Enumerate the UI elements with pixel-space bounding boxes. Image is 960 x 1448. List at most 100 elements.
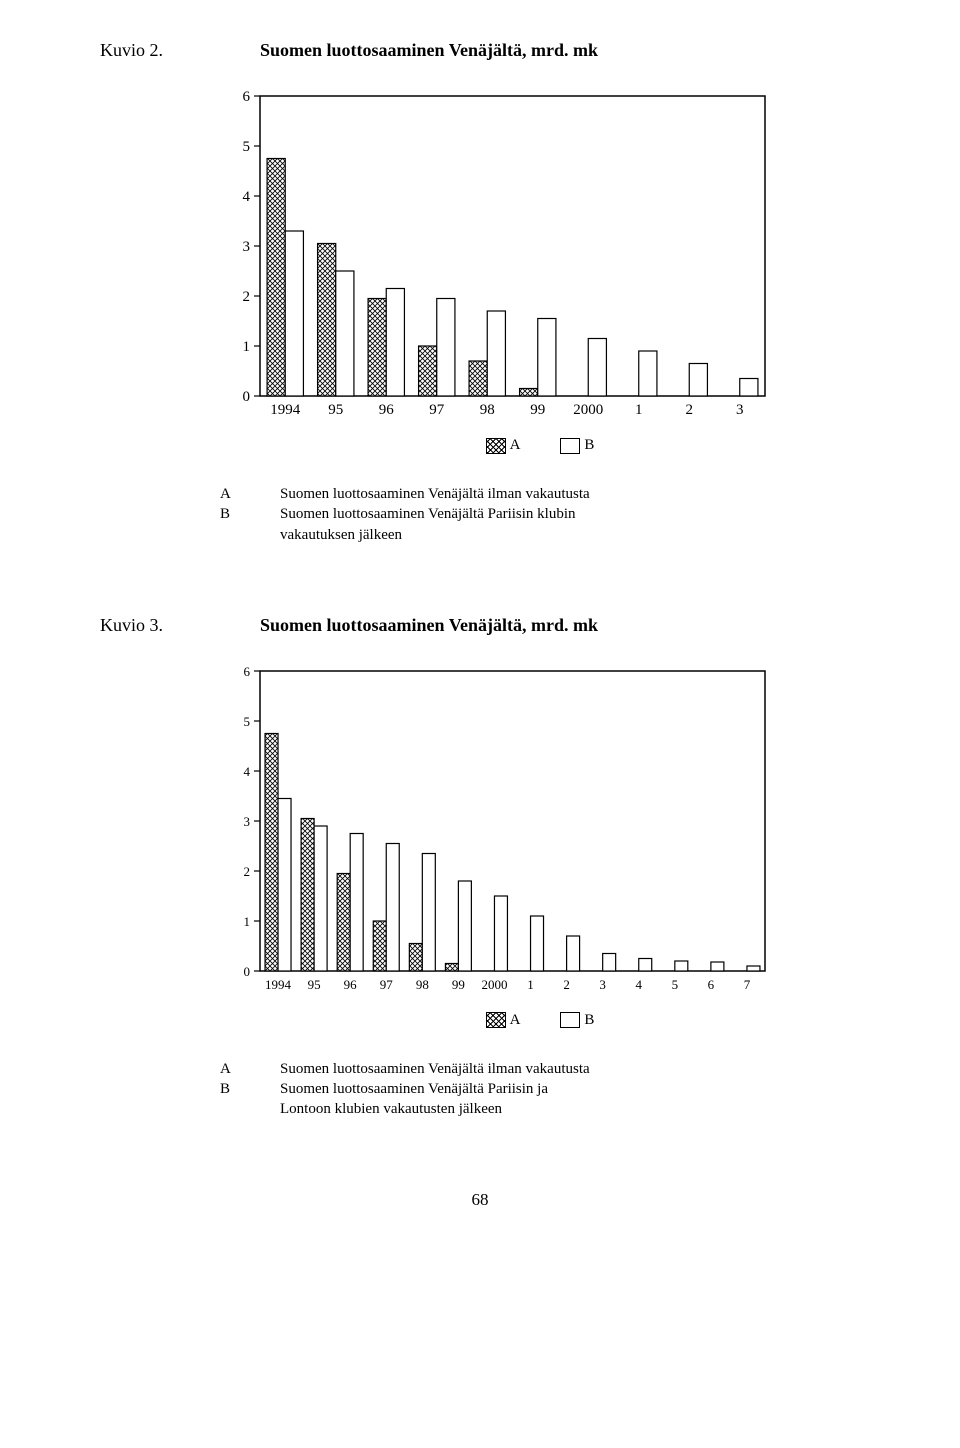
bar-series-a	[318, 244, 336, 397]
figure-3-chart-wrap: 01234561994959697989920001234567 A B	[220, 661, 860, 1029]
swatch-a	[486, 1012, 506, 1028]
figure-3-chart: 01234561994959697989920001234567	[220, 661, 860, 1006]
chart-svg: 0123456199495969798992000123	[220, 86, 780, 426]
caption-letter-a: A	[220, 1059, 240, 1079]
figure-3-title: Suomen luottosaaminen Venäjältä, mrd. mk	[260, 615, 598, 636]
caption-row-a: A Suomen luottosaaminen Venäjältä ilman …	[220, 1059, 860, 1079]
svg-text:1: 1	[244, 914, 251, 929]
bar-series-b	[675, 961, 688, 971]
legend-key-b: B	[560, 437, 594, 454]
figure-2-header: Kuvio 2. Suomen luottosaaminen Venäjältä…	[100, 40, 860, 61]
swatch-b	[560, 1012, 580, 1028]
caption-text-a: Suomen luottosaaminen Venäjältä ilman va…	[280, 1059, 590, 1079]
bar-series-b	[314, 826, 327, 971]
caption-text-a: Suomen luottosaaminen Venäjältä ilman va…	[280, 484, 590, 504]
svg-text:2: 2	[563, 977, 570, 992]
caption-row-b: B Suomen luottosaaminen Venäjältä Pariis…	[220, 504, 860, 545]
bar-series-a	[419, 346, 437, 396]
svg-text:5: 5	[243, 139, 251, 155]
legend-key-a: A	[486, 1012, 521, 1029]
svg-text:2: 2	[244, 864, 251, 879]
figure-2-label: Kuvio 2.	[100, 40, 190, 61]
svg-text:95: 95	[308, 977, 321, 992]
bar-series-a	[368, 299, 386, 397]
figure-2-title: Suomen luottosaaminen Venäjältä, mrd. mk	[260, 40, 598, 61]
svg-text:98: 98	[416, 977, 429, 992]
bar-series-a	[373, 921, 386, 971]
svg-text:1994: 1994	[265, 977, 292, 992]
figure-3-block: Kuvio 3. Suomen luottosaaminen Venäjältä…	[100, 615, 860, 1120]
legend-key-a: A	[486, 437, 521, 454]
page-number: 68	[100, 1190, 860, 1210]
bar-series-b	[689, 364, 707, 397]
legend-b-text: B	[584, 437, 594, 454]
bar-series-b	[386, 289, 404, 397]
bar-series-b	[350, 833, 363, 971]
legend-b-text: B	[584, 1012, 594, 1029]
bar-series-b	[567, 936, 580, 971]
legend-a-text: A	[510, 437, 521, 454]
caption-letter-b: B	[220, 1079, 240, 1120]
figure-2-caption: A Suomen luottosaaminen Venäjältä ilman …	[220, 484, 860, 545]
bar-series-b	[487, 311, 505, 396]
svg-text:1: 1	[243, 339, 251, 355]
caption-letter-b: B	[220, 504, 240, 545]
figure-3-header: Kuvio 3. Suomen luottosaaminen Venäjältä…	[100, 615, 860, 636]
bar-series-b	[538, 319, 556, 397]
caption-text-b: Suomen luottosaaminen Venäjältä Pariisin…	[280, 504, 576, 545]
svg-text:5: 5	[672, 977, 679, 992]
bar-series-a	[520, 389, 538, 397]
bar-series-a	[409, 943, 422, 971]
svg-text:3: 3	[244, 814, 251, 829]
svg-text:2: 2	[243, 289, 251, 305]
swatch-a	[486, 438, 506, 454]
figure-2-block: Kuvio 2. Suomen luottosaaminen Venäjältä…	[100, 40, 860, 545]
bar-series-b	[639, 351, 657, 396]
figure-2-chart: 0123456199495969798992000123	[220, 86, 860, 431]
bar-series-b	[711, 962, 724, 971]
bar-series-b	[531, 916, 544, 971]
svg-text:99: 99	[530, 402, 545, 418]
svg-text:6: 6	[244, 664, 251, 679]
caption-text-b: Suomen luottosaaminen Venäjältä Pariisin…	[280, 1079, 548, 1120]
svg-text:2000: 2000	[573, 402, 603, 418]
svg-text:4: 4	[243, 189, 251, 205]
svg-text:5: 5	[244, 714, 251, 729]
svg-text:2000: 2000	[481, 977, 507, 992]
bar-series-a	[445, 963, 458, 971]
bar-series-a	[337, 873, 350, 971]
bar-series-b	[336, 271, 354, 396]
svg-text:3: 3	[736, 402, 744, 418]
bar-series-b	[588, 339, 606, 397]
svg-text:0: 0	[243, 389, 251, 405]
bar-series-b	[437, 299, 455, 397]
svg-text:6: 6	[708, 977, 715, 992]
caption-row-b: B Suomen luottosaaminen Venäjältä Pariis…	[220, 1079, 860, 1120]
svg-text:3: 3	[599, 977, 606, 992]
svg-text:3: 3	[243, 239, 251, 255]
svg-text:4: 4	[244, 764, 251, 779]
legend-a-text: A	[510, 1012, 521, 1029]
svg-text:7: 7	[744, 977, 751, 992]
page: Kuvio 2. Suomen luottosaaminen Venäjältä…	[0, 0, 960, 1250]
swatch-b	[560, 438, 580, 454]
svg-text:95: 95	[328, 402, 343, 418]
bar-series-b	[422, 853, 435, 971]
bar-series-b	[285, 231, 303, 396]
legend-key-b: B	[560, 1012, 594, 1029]
bar-series-b	[278, 798, 291, 971]
svg-text:97: 97	[429, 402, 445, 418]
figure-2-chart-wrap: 0123456199495969798992000123 A B	[220, 86, 860, 454]
svg-text:97: 97	[380, 977, 394, 992]
bar-series-a	[265, 733, 278, 971]
figure-2-legend: A B	[220, 437, 860, 454]
bar-series-b	[603, 953, 616, 971]
bar-series-b	[494, 896, 507, 971]
figure-3-caption: A Suomen luottosaaminen Venäjältä ilman …	[220, 1059, 860, 1120]
svg-text:0: 0	[244, 964, 251, 979]
svg-text:6: 6	[243, 89, 251, 105]
bar-series-b	[740, 379, 758, 397]
bar-series-a	[469, 361, 487, 396]
figure-3-legend: A B	[220, 1012, 860, 1029]
svg-text:96: 96	[344, 977, 358, 992]
